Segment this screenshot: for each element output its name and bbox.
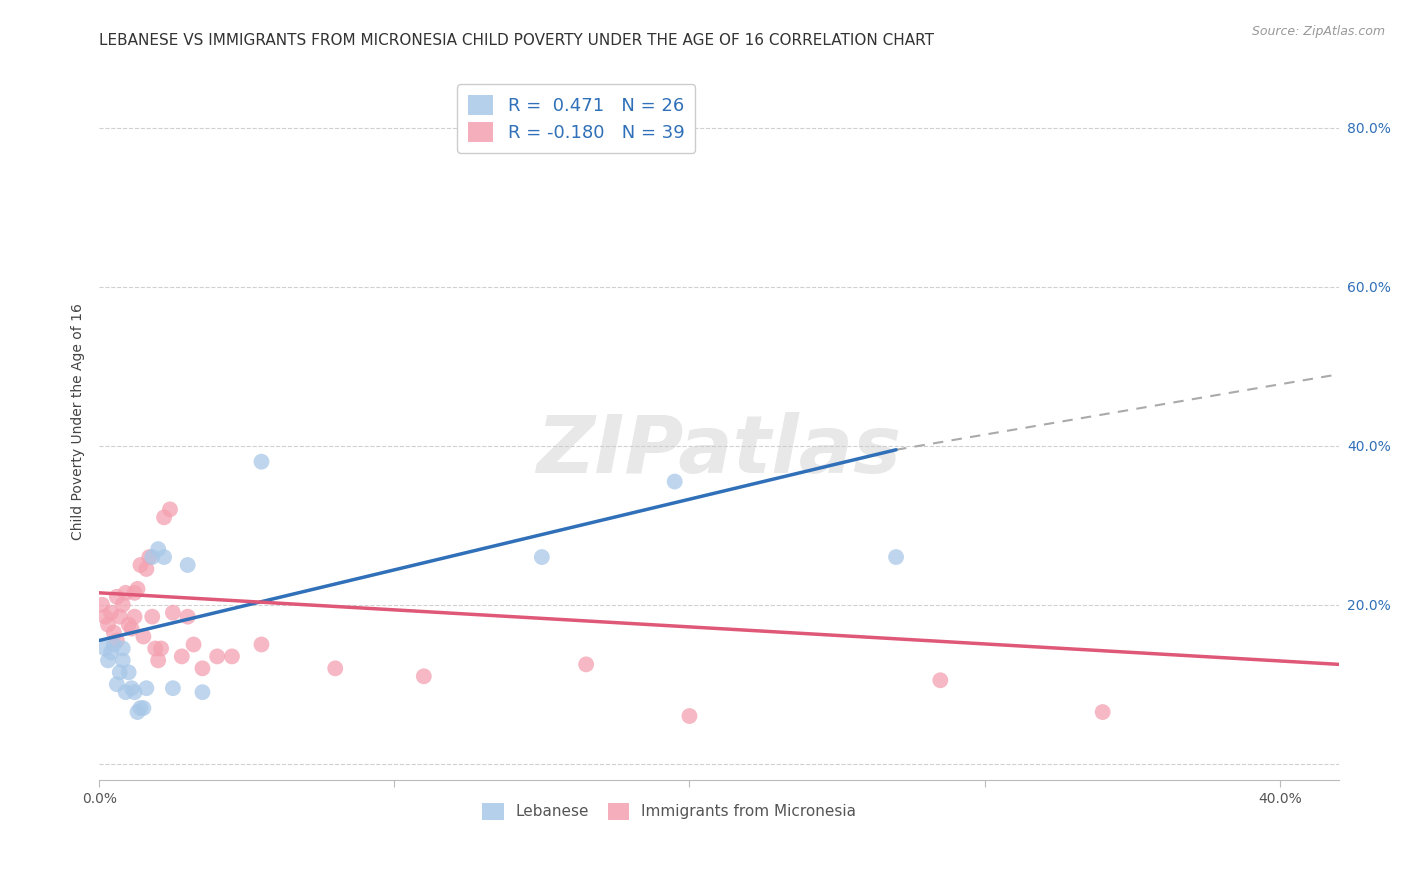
Point — [159, 502, 181, 516]
Point — [678, 709, 700, 723]
Point — [575, 657, 598, 672]
Point — [191, 685, 214, 699]
Point — [135, 681, 157, 696]
Point — [124, 609, 146, 624]
Point — [664, 475, 686, 489]
Point — [153, 550, 176, 565]
Point — [111, 641, 134, 656]
Point — [162, 681, 184, 696]
Point — [205, 649, 228, 664]
Text: Source: ZipAtlas.com: Source: ZipAtlas.com — [1251, 25, 1385, 38]
Point — [183, 638, 205, 652]
Point — [153, 510, 176, 524]
Point — [94, 609, 117, 624]
Point — [103, 638, 125, 652]
Point — [124, 586, 146, 600]
Point — [121, 681, 143, 696]
Point — [121, 622, 143, 636]
Point — [108, 665, 131, 680]
Point — [117, 665, 139, 680]
Point — [117, 617, 139, 632]
Point — [176, 558, 198, 572]
Point — [97, 617, 120, 632]
Legend: Lebanese, Immigrants from Micronesia: Lebanese, Immigrants from Micronesia — [477, 797, 862, 826]
Point — [111, 653, 134, 667]
Text: LEBANESE VS IMMIGRANTS FROM MICRONESIA CHILD POVERTY UNDER THE AGE OF 16 CORRELA: LEBANESE VS IMMIGRANTS FROM MICRONESIA C… — [100, 33, 934, 48]
Point — [250, 638, 273, 652]
Point — [111, 598, 134, 612]
Point — [114, 586, 136, 600]
Point — [146, 542, 169, 557]
Point — [132, 630, 155, 644]
Point — [1091, 705, 1114, 719]
Point — [91, 598, 114, 612]
Point — [143, 641, 166, 656]
Point — [884, 550, 907, 565]
Point — [105, 633, 128, 648]
Point — [141, 550, 163, 565]
Point — [146, 653, 169, 667]
Point — [170, 649, 193, 664]
Point — [138, 550, 160, 565]
Point — [191, 661, 214, 675]
Point — [929, 673, 952, 688]
Point — [129, 558, 152, 572]
Point — [127, 582, 149, 596]
Point — [135, 562, 157, 576]
Point — [132, 701, 155, 715]
Point — [530, 550, 553, 565]
Point — [162, 606, 184, 620]
Point — [97, 653, 120, 667]
Point — [141, 609, 163, 624]
Point — [100, 645, 122, 659]
Point — [250, 455, 273, 469]
Point — [412, 669, 434, 683]
Y-axis label: Child Poverty Under the Age of 16: Child Poverty Under the Age of 16 — [72, 303, 86, 541]
Point — [176, 609, 198, 624]
Point — [103, 625, 125, 640]
Point — [124, 685, 146, 699]
Point — [127, 705, 149, 719]
Point — [323, 661, 346, 675]
Point — [105, 677, 128, 691]
Point — [129, 701, 152, 715]
Text: ZIPatlas: ZIPatlas — [537, 411, 901, 490]
Point — [150, 641, 173, 656]
Point — [221, 649, 243, 664]
Point — [100, 606, 122, 620]
Point — [94, 641, 117, 656]
Point — [108, 609, 131, 624]
Point — [114, 685, 136, 699]
Point — [105, 590, 128, 604]
